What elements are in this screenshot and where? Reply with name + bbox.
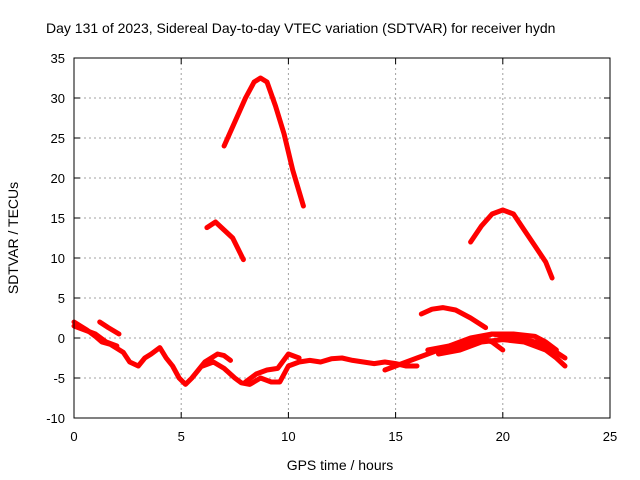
x-tick-label: 15 — [388, 429, 402, 444]
y-tick-label: -5 — [53, 371, 65, 386]
series-group — [71, 75, 568, 387]
y-tick-label: 30 — [51, 91, 65, 106]
y-axis-label: SDTVAR / TECUs — [5, 182, 21, 294]
y-tick-label: 15 — [51, 211, 65, 226]
series-arc-6 — [243, 351, 302, 385]
y-tick-label: 5 — [58, 291, 65, 306]
series-arc-9 — [418, 305, 489, 331]
x-tick-label: 10 — [281, 429, 295, 444]
y-tick-label: 20 — [51, 171, 65, 186]
series-arc-11 — [425, 331, 568, 361]
series-arc-10 — [468, 207, 555, 281]
y-tick-label: 0 — [58, 331, 65, 346]
series-arc-4 — [204, 219, 246, 263]
y-tick-label: -10 — [46, 411, 65, 426]
series-arc-13 — [446, 331, 559, 353]
x-tick-label: 25 — [603, 429, 617, 444]
chart-title: Day 131 of 2023, Sidereal Day-to-day VTE… — [46, 20, 555, 36]
y-tick-label: 25 — [51, 131, 65, 146]
series-arc-2 — [71, 323, 120, 349]
plot-frame — [73, 57, 611, 419]
axis-ticks: 0 5 10 15 20 25 -10 -5 0 5 10 15 20 25 30 35 — [46, 51, 617, 444]
series-arc-5 — [200, 355, 420, 387]
y-tick-label: 35 — [51, 51, 65, 66]
x-tick-label: 0 — [70, 429, 77, 444]
series-arc-7 — [221, 75, 306, 209]
series-arc-3 — [97, 319, 122, 337]
series-arc-1 — [71, 319, 233, 387]
x-tick-label: 20 — [496, 429, 510, 444]
series-arc-12 — [436, 337, 568, 369]
y-tick-label: 10 — [51, 251, 65, 266]
x-tick-label: 5 — [178, 429, 185, 444]
x-axis-label: GPS time / hours — [287, 457, 394, 473]
